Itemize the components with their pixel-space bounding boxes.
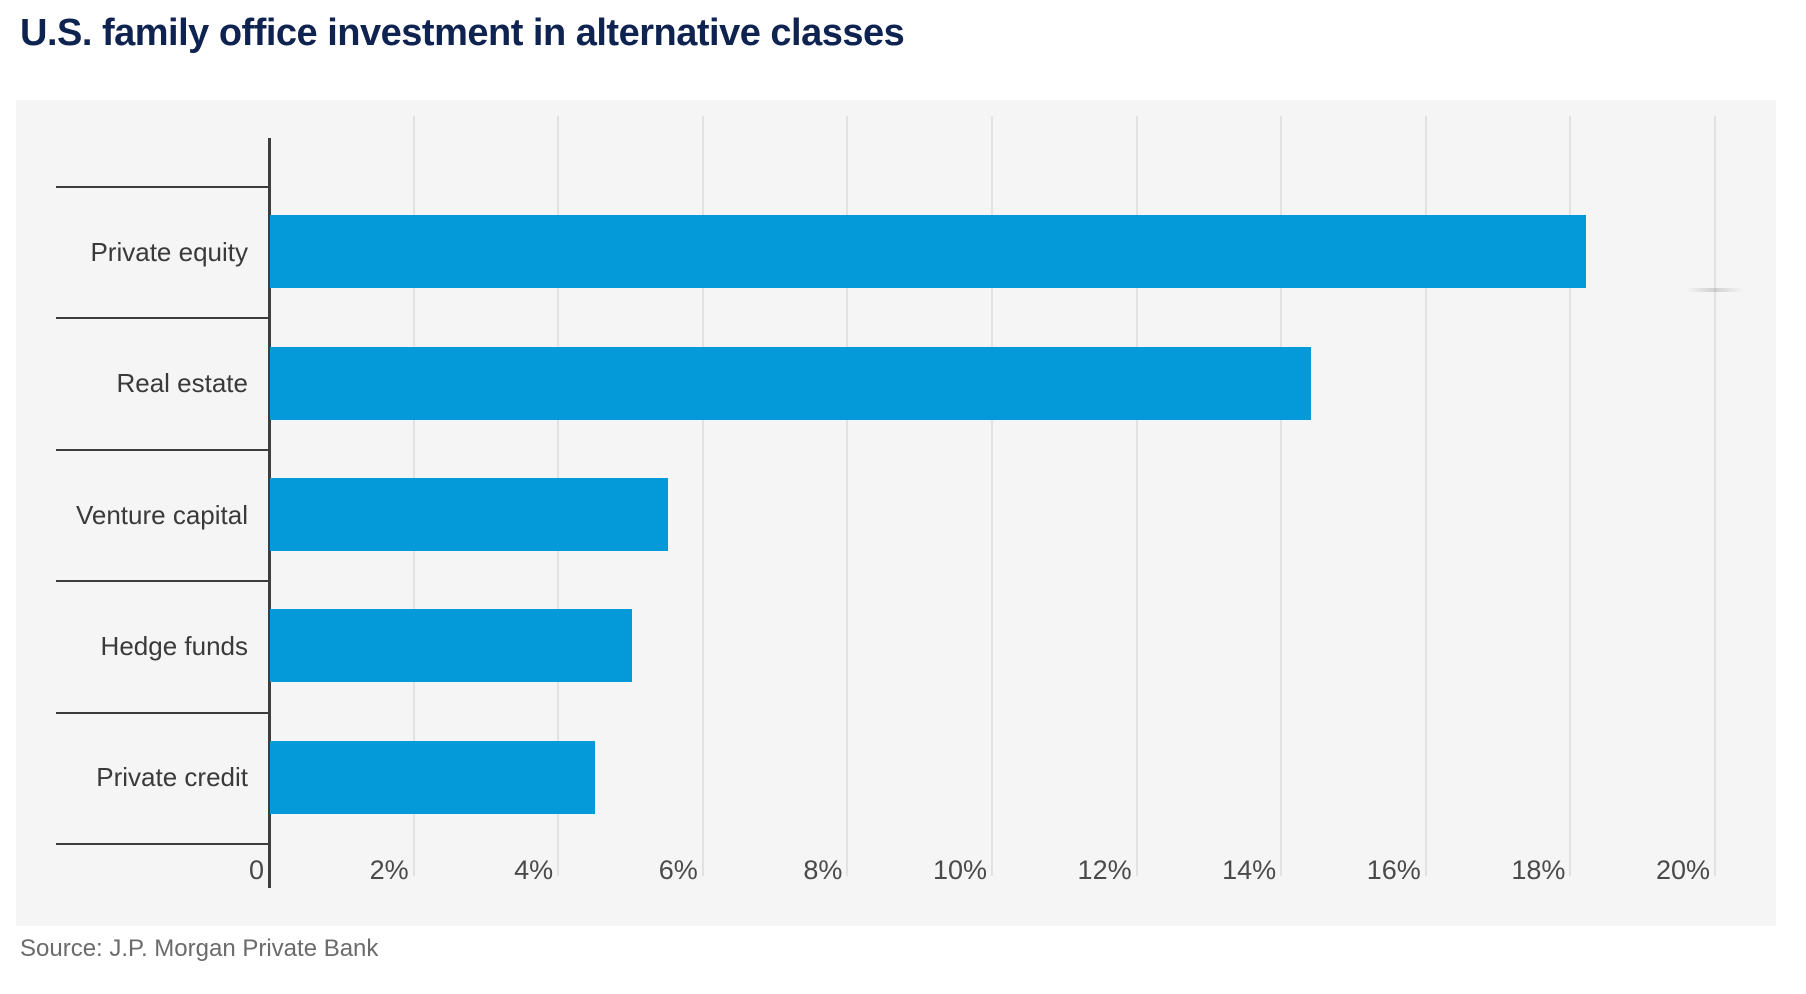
category-separator [56,317,269,319]
x-tick-10: 10% [932,855,987,885]
x-tick-12: 12% [1077,855,1132,885]
bar-real-estate [270,347,1311,420]
category-separator [56,186,269,188]
x-tick-14: 14% [1222,855,1277,885]
gridline-10 [991,116,993,876]
y-axis-line [268,138,271,888]
category-label-real-estate: Real estate [116,368,248,398]
x-tick-6: 6% [658,855,698,885]
x-tick-0: 0 [248,855,264,885]
category-separator [56,449,269,451]
gridline-12 [1135,116,1138,876]
x-tick-2: 2% [369,855,409,885]
category-separator [56,712,269,714]
category-separator [56,843,269,845]
smudge-artifact [1686,288,1744,292]
bar-private-equity [270,215,1586,288]
gridline-8 [846,116,849,876]
bar-hedge-funds [270,609,632,682]
chart-title: U.S. family office investment in alterna… [20,12,905,54]
category-label-private-credit: Private credit [96,762,248,792]
x-tick-18: 18% [1511,855,1566,885]
gridline-20 [1714,116,1716,876]
x-tick-4: 4% [514,855,554,885]
source-note: Source: J.P. Morgan Private Bank [20,935,379,962]
category-separator [56,580,269,582]
gridline-6 [701,116,704,876]
plot-area: Private equity Real estate Venture capital… [16,100,1776,926]
x-tick-20: 20% [1655,855,1710,885]
gridline-18 [1569,116,1572,876]
bar-private-credit [270,741,595,814]
x-tick-8: 8% [803,855,843,885]
category-label-venture-capital: Venture capital [75,500,248,530]
gridline-16 [1424,116,1427,876]
bar-venture-capital [270,478,668,551]
category-label-hedge-funds: Hedge funds [100,631,248,661]
gridline-14 [1280,116,1283,876]
category-label-private-equity: Private equity [90,237,248,267]
x-tick-16: 16% [1366,855,1421,885]
